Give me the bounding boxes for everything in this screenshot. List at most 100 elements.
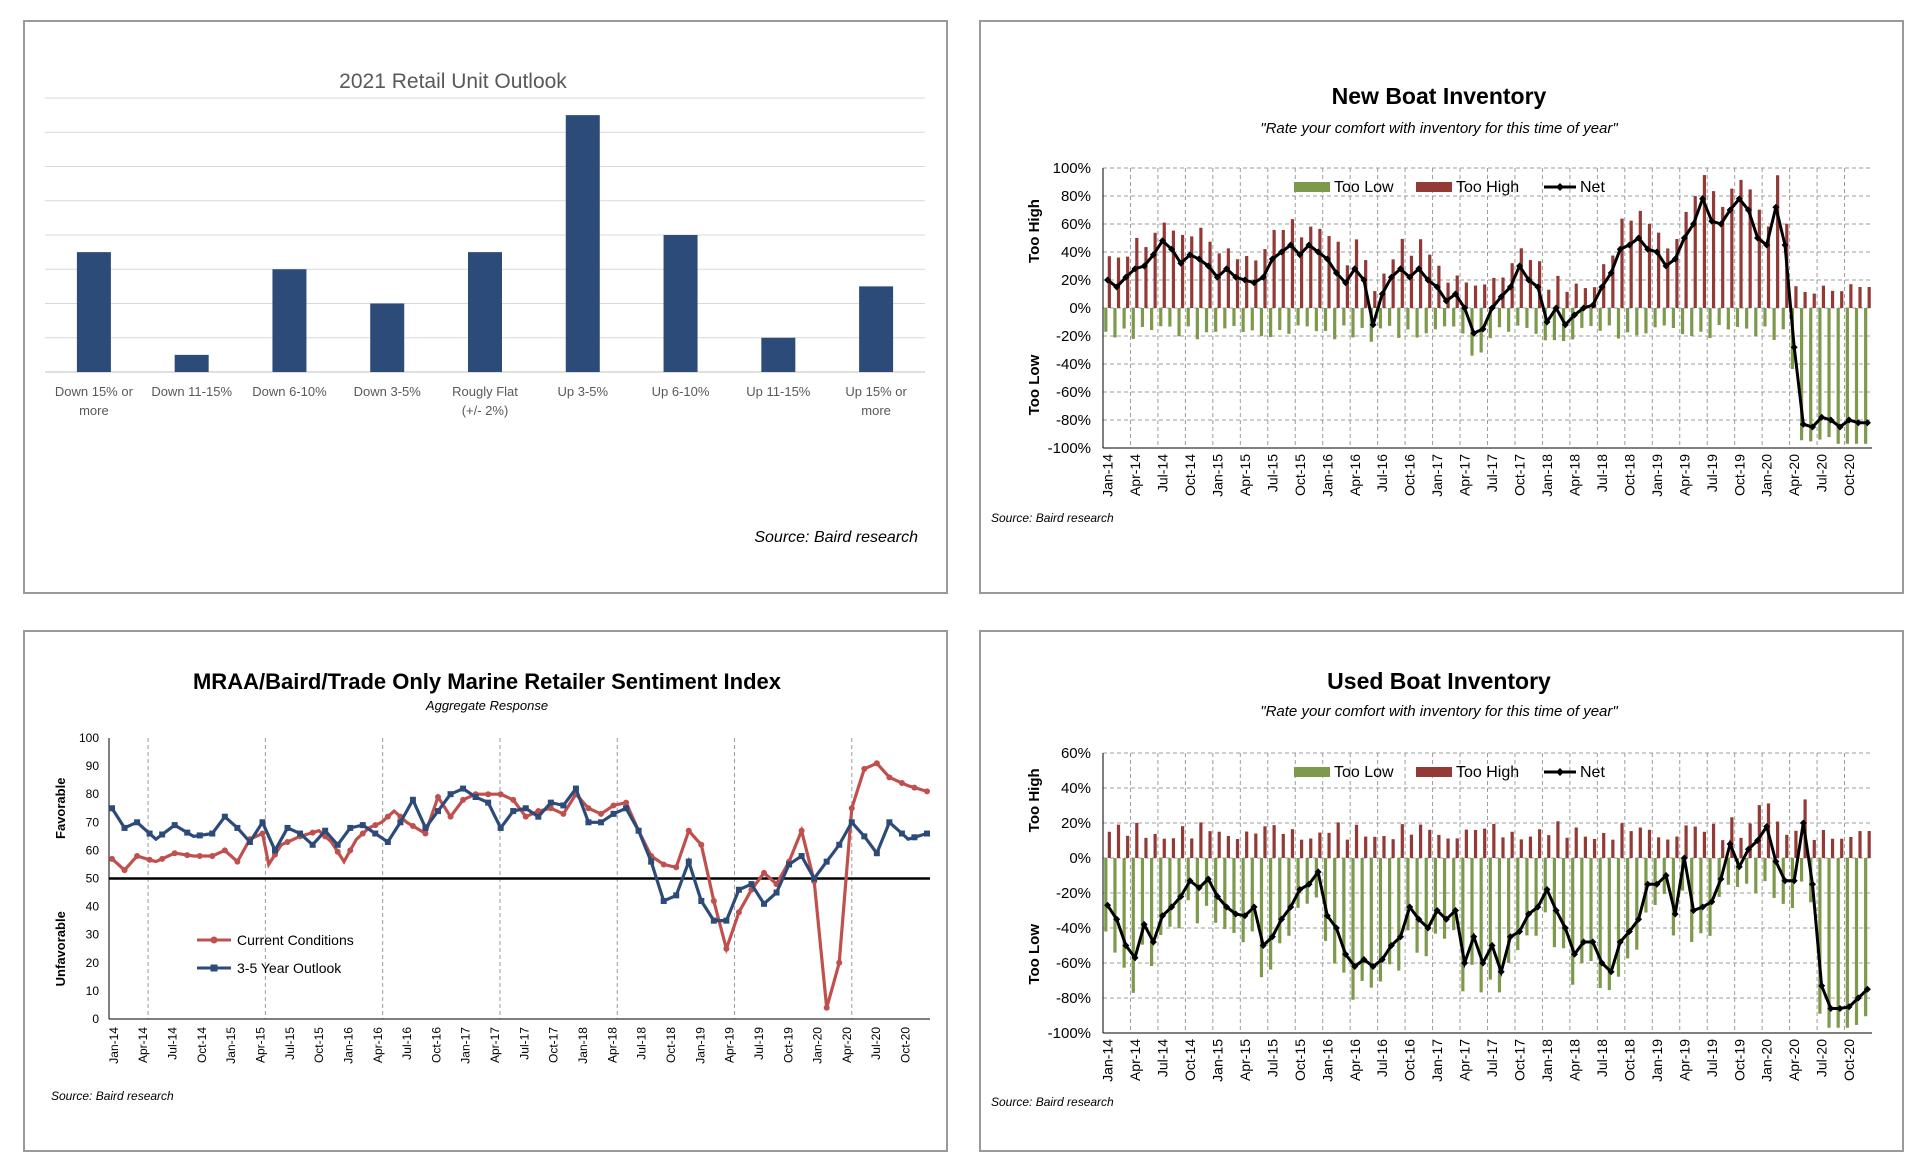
net-marker — [1387, 942, 1395, 949]
too-low-bar — [1452, 858, 1456, 931]
net-marker — [1314, 248, 1322, 256]
too-low-bar — [1827, 308, 1831, 438]
current-conditions-marker — [522, 813, 529, 820]
outlook-marker — [547, 799, 554, 806]
too-low-bar — [1525, 858, 1529, 936]
too-low-bar — [1763, 308, 1767, 327]
too-low-bar — [1809, 308, 1813, 442]
current-conditions-marker — [309, 829, 316, 836]
y-tick-label: 80% — [1061, 188, 1091, 205]
too-low-bar — [1497, 308, 1502, 328]
too-low-bar — [1635, 858, 1639, 950]
too-low-bar — [1140, 858, 1145, 945]
too-low-bar — [1708, 858, 1712, 936]
too-high-bar — [1492, 823, 1496, 858]
net-marker — [1854, 994, 1862, 1002]
too-high-bar — [1711, 191, 1716, 308]
too-high-bar — [1299, 237, 1304, 308]
net-marker — [1717, 220, 1725, 228]
too-high-bar — [1455, 275, 1459, 308]
too-high-bar — [1647, 829, 1652, 858]
legend-current-marker — [210, 936, 218, 944]
net-marker — [1140, 262, 1148, 270]
too-high-bar — [1602, 832, 1606, 858]
too-low-bar — [1149, 308, 1154, 331]
too-low-bar — [1342, 308, 1346, 326]
x-tick-label: Apr-17 — [1457, 454, 1473, 496]
category-label: Up 6-10% — [652, 384, 710, 399]
too-high-bar — [1345, 839, 1349, 858]
x-tick-label: Apr-17 — [1457, 1039, 1473, 1081]
too-high-bar — [1574, 283, 1578, 308]
net-marker — [1488, 942, 1496, 949]
too-low-bar — [1671, 858, 1676, 936]
net-marker — [1671, 910, 1679, 918]
chart-title: New Boat Inventory — [1332, 83, 1547, 109]
too-high-bar — [1638, 210, 1642, 308]
net-marker — [1525, 910, 1533, 918]
outlook-marker — [811, 875, 818, 882]
too-low-bar — [1507, 308, 1511, 332]
current-conditions-marker — [209, 853, 216, 860]
x-tick-label: Jan-18 — [576, 1027, 590, 1064]
net-marker — [1497, 293, 1505, 301]
current-conditions-marker — [911, 784, 918, 791]
outlook-marker — [359, 822, 366, 829]
x-tick-label: Jan-20 — [811, 1027, 825, 1064]
too-low-bar — [1525, 308, 1529, 328]
too-high-bar — [1556, 821, 1560, 858]
net-marker — [1287, 241, 1295, 249]
too-high-bar — [1684, 211, 1688, 308]
too-high-bar — [1455, 838, 1459, 858]
too-low-bar — [1772, 308, 1776, 340]
net-marker — [1369, 321, 1377, 329]
x-tick-label: Apr-20 — [840, 1027, 854, 1063]
chart-source: Source: Baird research — [51, 1089, 174, 1103]
outlook-marker — [485, 799, 492, 806]
current-conditions-marker — [723, 945, 730, 952]
chart-title: MRAA/Baird/Trade Only Marine Retailer Se… — [193, 669, 782, 694]
current-conditions-marker — [823, 1004, 830, 1011]
too-low-bar — [1113, 858, 1117, 953]
net-marker — [1122, 942, 1130, 949]
too-low-bar — [1314, 858, 1318, 898]
current-conditions-marker — [109, 855, 115, 862]
x-tick-label: Jan-17 — [1429, 1039, 1445, 1082]
net-marker — [1781, 877, 1789, 885]
net-marker — [1799, 819, 1807, 827]
net-marker — [1680, 854, 1688, 862]
chart-title: Used Boat Inventory — [1327, 668, 1551, 694]
net-marker — [1616, 245, 1624, 253]
net-marker — [1772, 203, 1780, 211]
too-low-bar — [1607, 858, 1611, 991]
net-marker — [1241, 276, 1249, 284]
outlook-line — [110, 785, 928, 923]
too-high-bar — [1519, 248, 1523, 308]
outlook-marker — [798, 853, 805, 860]
net-marker — [1708, 898, 1716, 906]
outlook-marker — [510, 808, 517, 815]
x-tick-label: Apr-16 — [1347, 454, 1363, 496]
too-high-bar — [1592, 838, 1597, 858]
outlook-marker — [698, 897, 705, 904]
net-marker — [1607, 968, 1615, 976]
too-low-bar — [1626, 308, 1630, 333]
too-high-bar — [1501, 837, 1505, 858]
too-high-bar — [1711, 823, 1716, 858]
current-conditions-marker — [121, 867, 128, 874]
too-low-bar — [1616, 308, 1621, 339]
x-tick-label: Oct-18 — [1621, 1039, 1637, 1081]
x-tick-label: Oct-16 — [1402, 454, 1418, 496]
too-high-bar — [1867, 287, 1871, 308]
too-low-bar — [1104, 308, 1108, 332]
used-boat-inventory-chart: Used Boat Inventory "Rate your comfort w… — [991, 668, 1872, 1109]
outlook-marker — [409, 796, 416, 803]
current-conditions-marker — [196, 853, 203, 860]
too-low-bar — [1534, 308, 1538, 334]
too-low-bar — [1616, 858, 1621, 977]
too-low-bar — [1735, 308, 1740, 327]
too-low-bar — [1818, 858, 1822, 1014]
net-marker — [1680, 234, 1688, 242]
sentiment-index-chart: MRAA/Baird/Trade Only Marine Retailer Se… — [51, 669, 930, 1103]
too-low-bar — [1726, 308, 1730, 330]
